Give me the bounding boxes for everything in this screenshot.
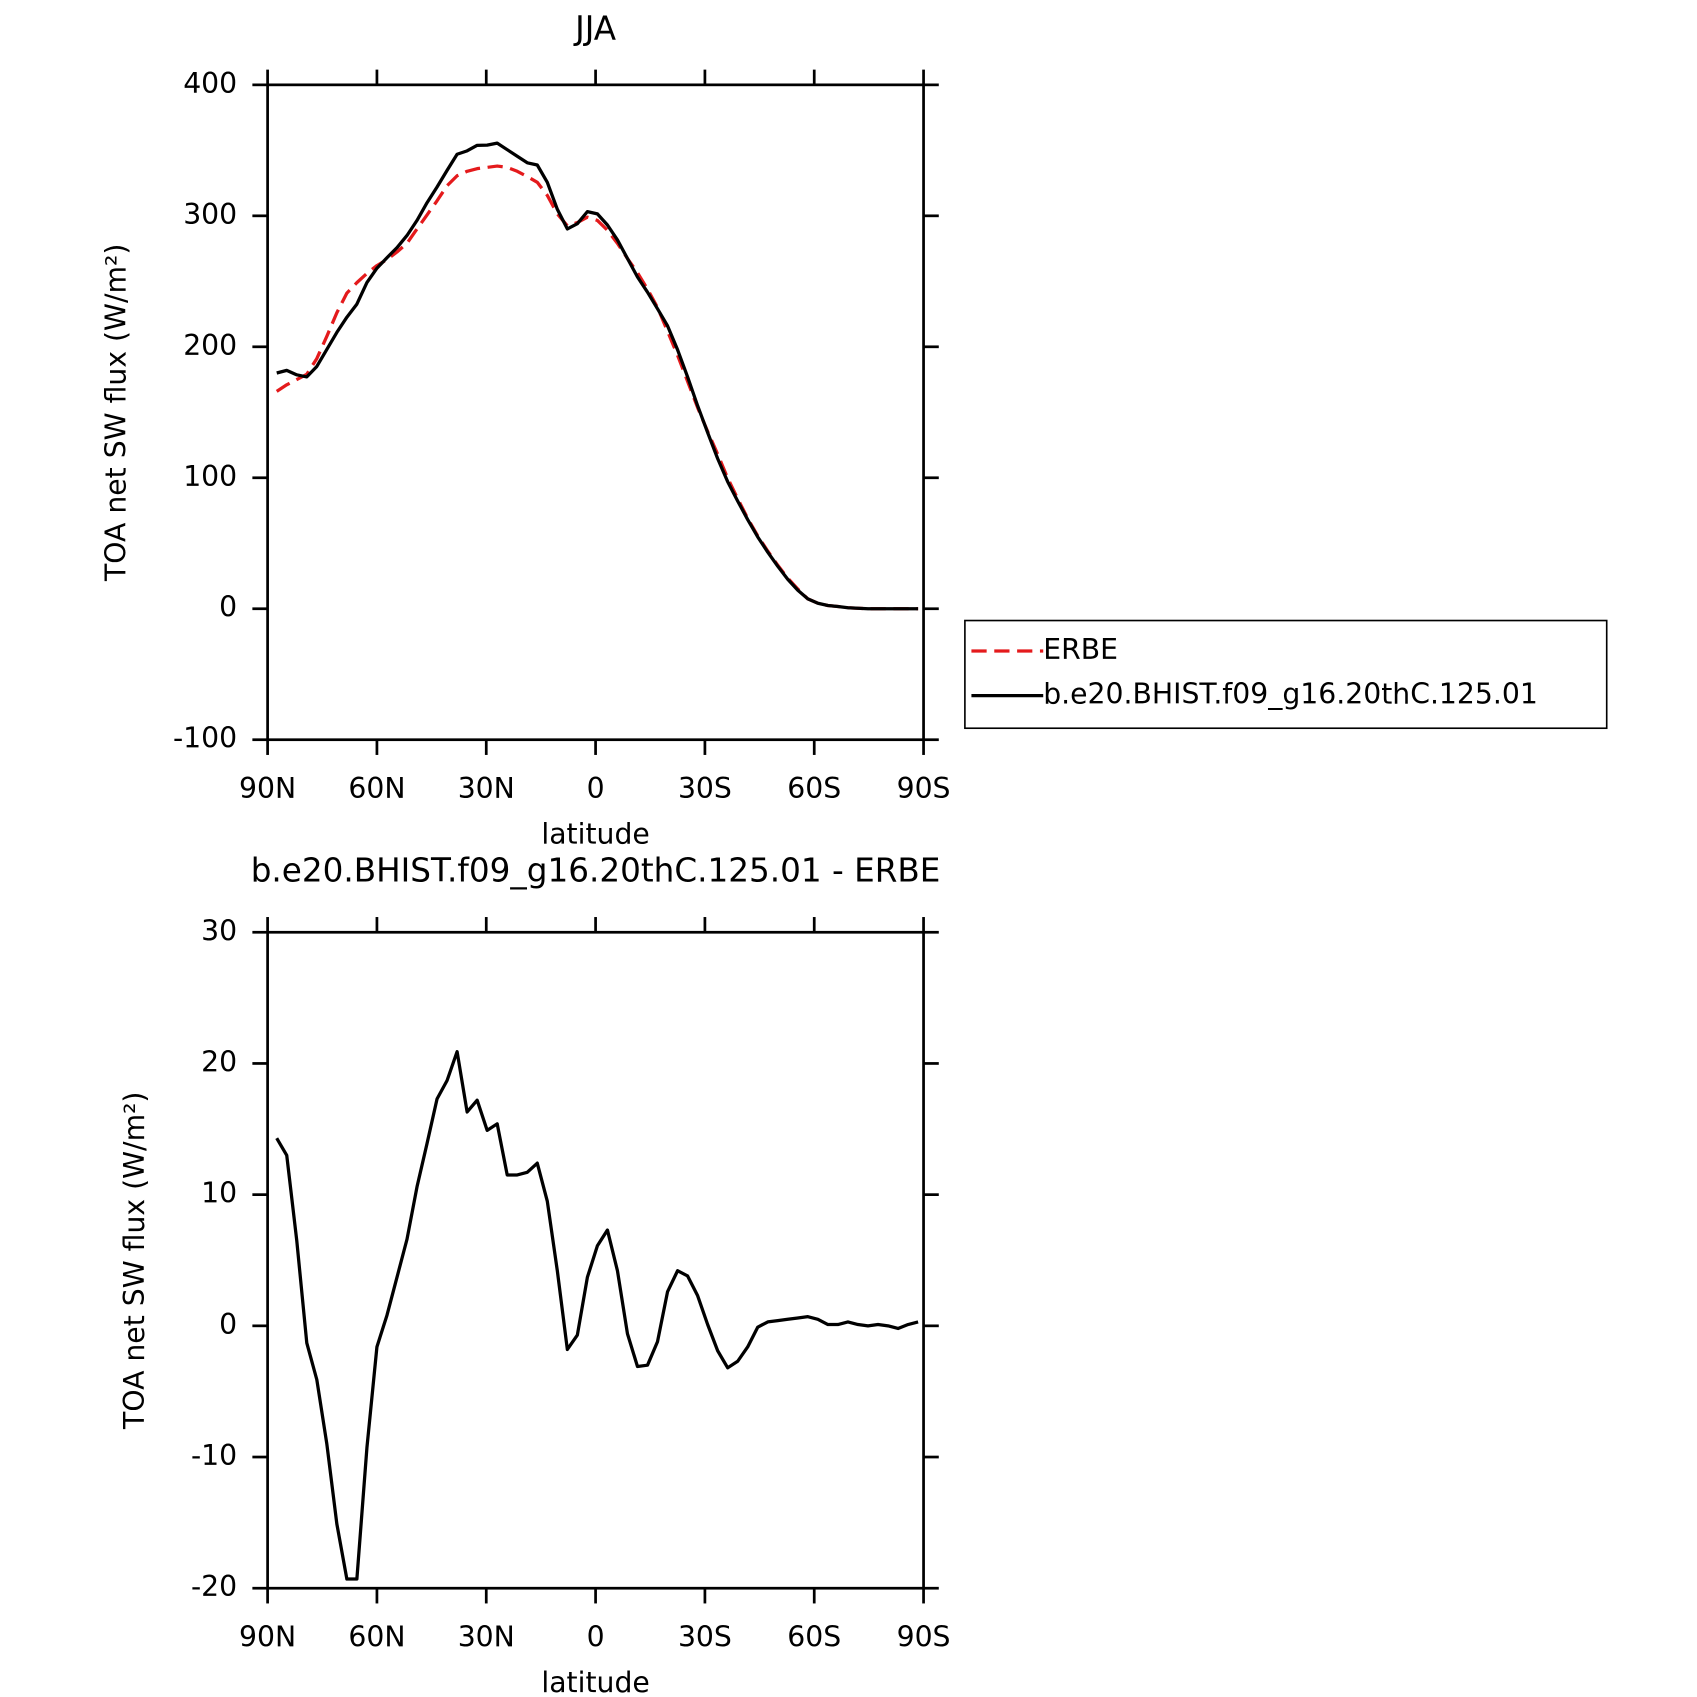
x-tick-label: 90N: [239, 772, 296, 805]
plot-frame: [266, 930, 925, 1590]
x-tick-label: 90S: [897, 772, 951, 805]
y-tick-label: 20: [201, 1045, 237, 1078]
legend-label: ERBE: [1043, 633, 1118, 666]
y-tick-label: 30: [201, 914, 237, 947]
y-tick-label: 10: [201, 1177, 237, 1210]
x-tick-label: 90S: [897, 1620, 951, 1653]
panel: b.e20.BHIST.f09_g16.20thC.125.01 - ERBE l…: [118, 851, 951, 1697]
y-tick-label: 0: [219, 1308, 237, 1341]
x-tick-label: 60N: [348, 1620, 405, 1653]
data-line: [275, 164, 919, 611]
data-line: [275, 1050, 919, 1581]
x-tick-label: 30N: [458, 1620, 515, 1653]
legend-label: b.e20.BHIST.f09_g16.20thC.125.01: [1043, 678, 1538, 711]
y-tick-label: 200: [183, 329, 237, 362]
y-tick-label: 100: [183, 460, 237, 493]
plot-frame: [266, 83, 925, 742]
x-tick-label: 30S: [678, 772, 732, 805]
data-line: [276, 141, 919, 611]
x-tick-label: 0: [587, 1620, 605, 1653]
x-tick-label: 90N: [239, 1620, 296, 1653]
y-tick-label: 400: [183, 67, 237, 100]
y-axis-label: TOA net SW flux (W/m²): [99, 244, 132, 582]
x-tick-label: 60N: [348, 772, 405, 805]
legend: ERBE b.e20.BHIST.f09_g16.20thC.125.01: [964, 619, 1608, 730]
y-tick-label: 0: [219, 591, 237, 624]
y-tick-label: -100: [173, 722, 237, 755]
y-tick-label: -10: [191, 1439, 237, 1472]
x-tick-label: 30N: [458, 772, 515, 805]
panel: JJA latitude TOA net SW flux (W/m²) -100 0 10…: [99, 9, 1608, 850]
chart-title: b.e20.BHIST.f09_g16.20thC.125.01 - ERBE: [251, 851, 941, 889]
chart-title: JJA: [573, 9, 617, 47]
y-axis-label: TOA net SW flux (W/m²): [118, 1092, 151, 1430]
x-axis-label: latitude: [541, 1666, 649, 1697]
x-tick-label: 60S: [787, 772, 841, 805]
y-tick-label: -20: [191, 1570, 237, 1603]
x-tick-label: 60S: [787, 1620, 841, 1653]
x-tick-label: 0: [587, 772, 605, 805]
x-tick-label: 30S: [678, 1620, 732, 1653]
legend-box: [964, 619, 1608, 730]
x-axis-label: latitude: [541, 817, 649, 850]
y-tick-label: 300: [183, 198, 237, 231]
